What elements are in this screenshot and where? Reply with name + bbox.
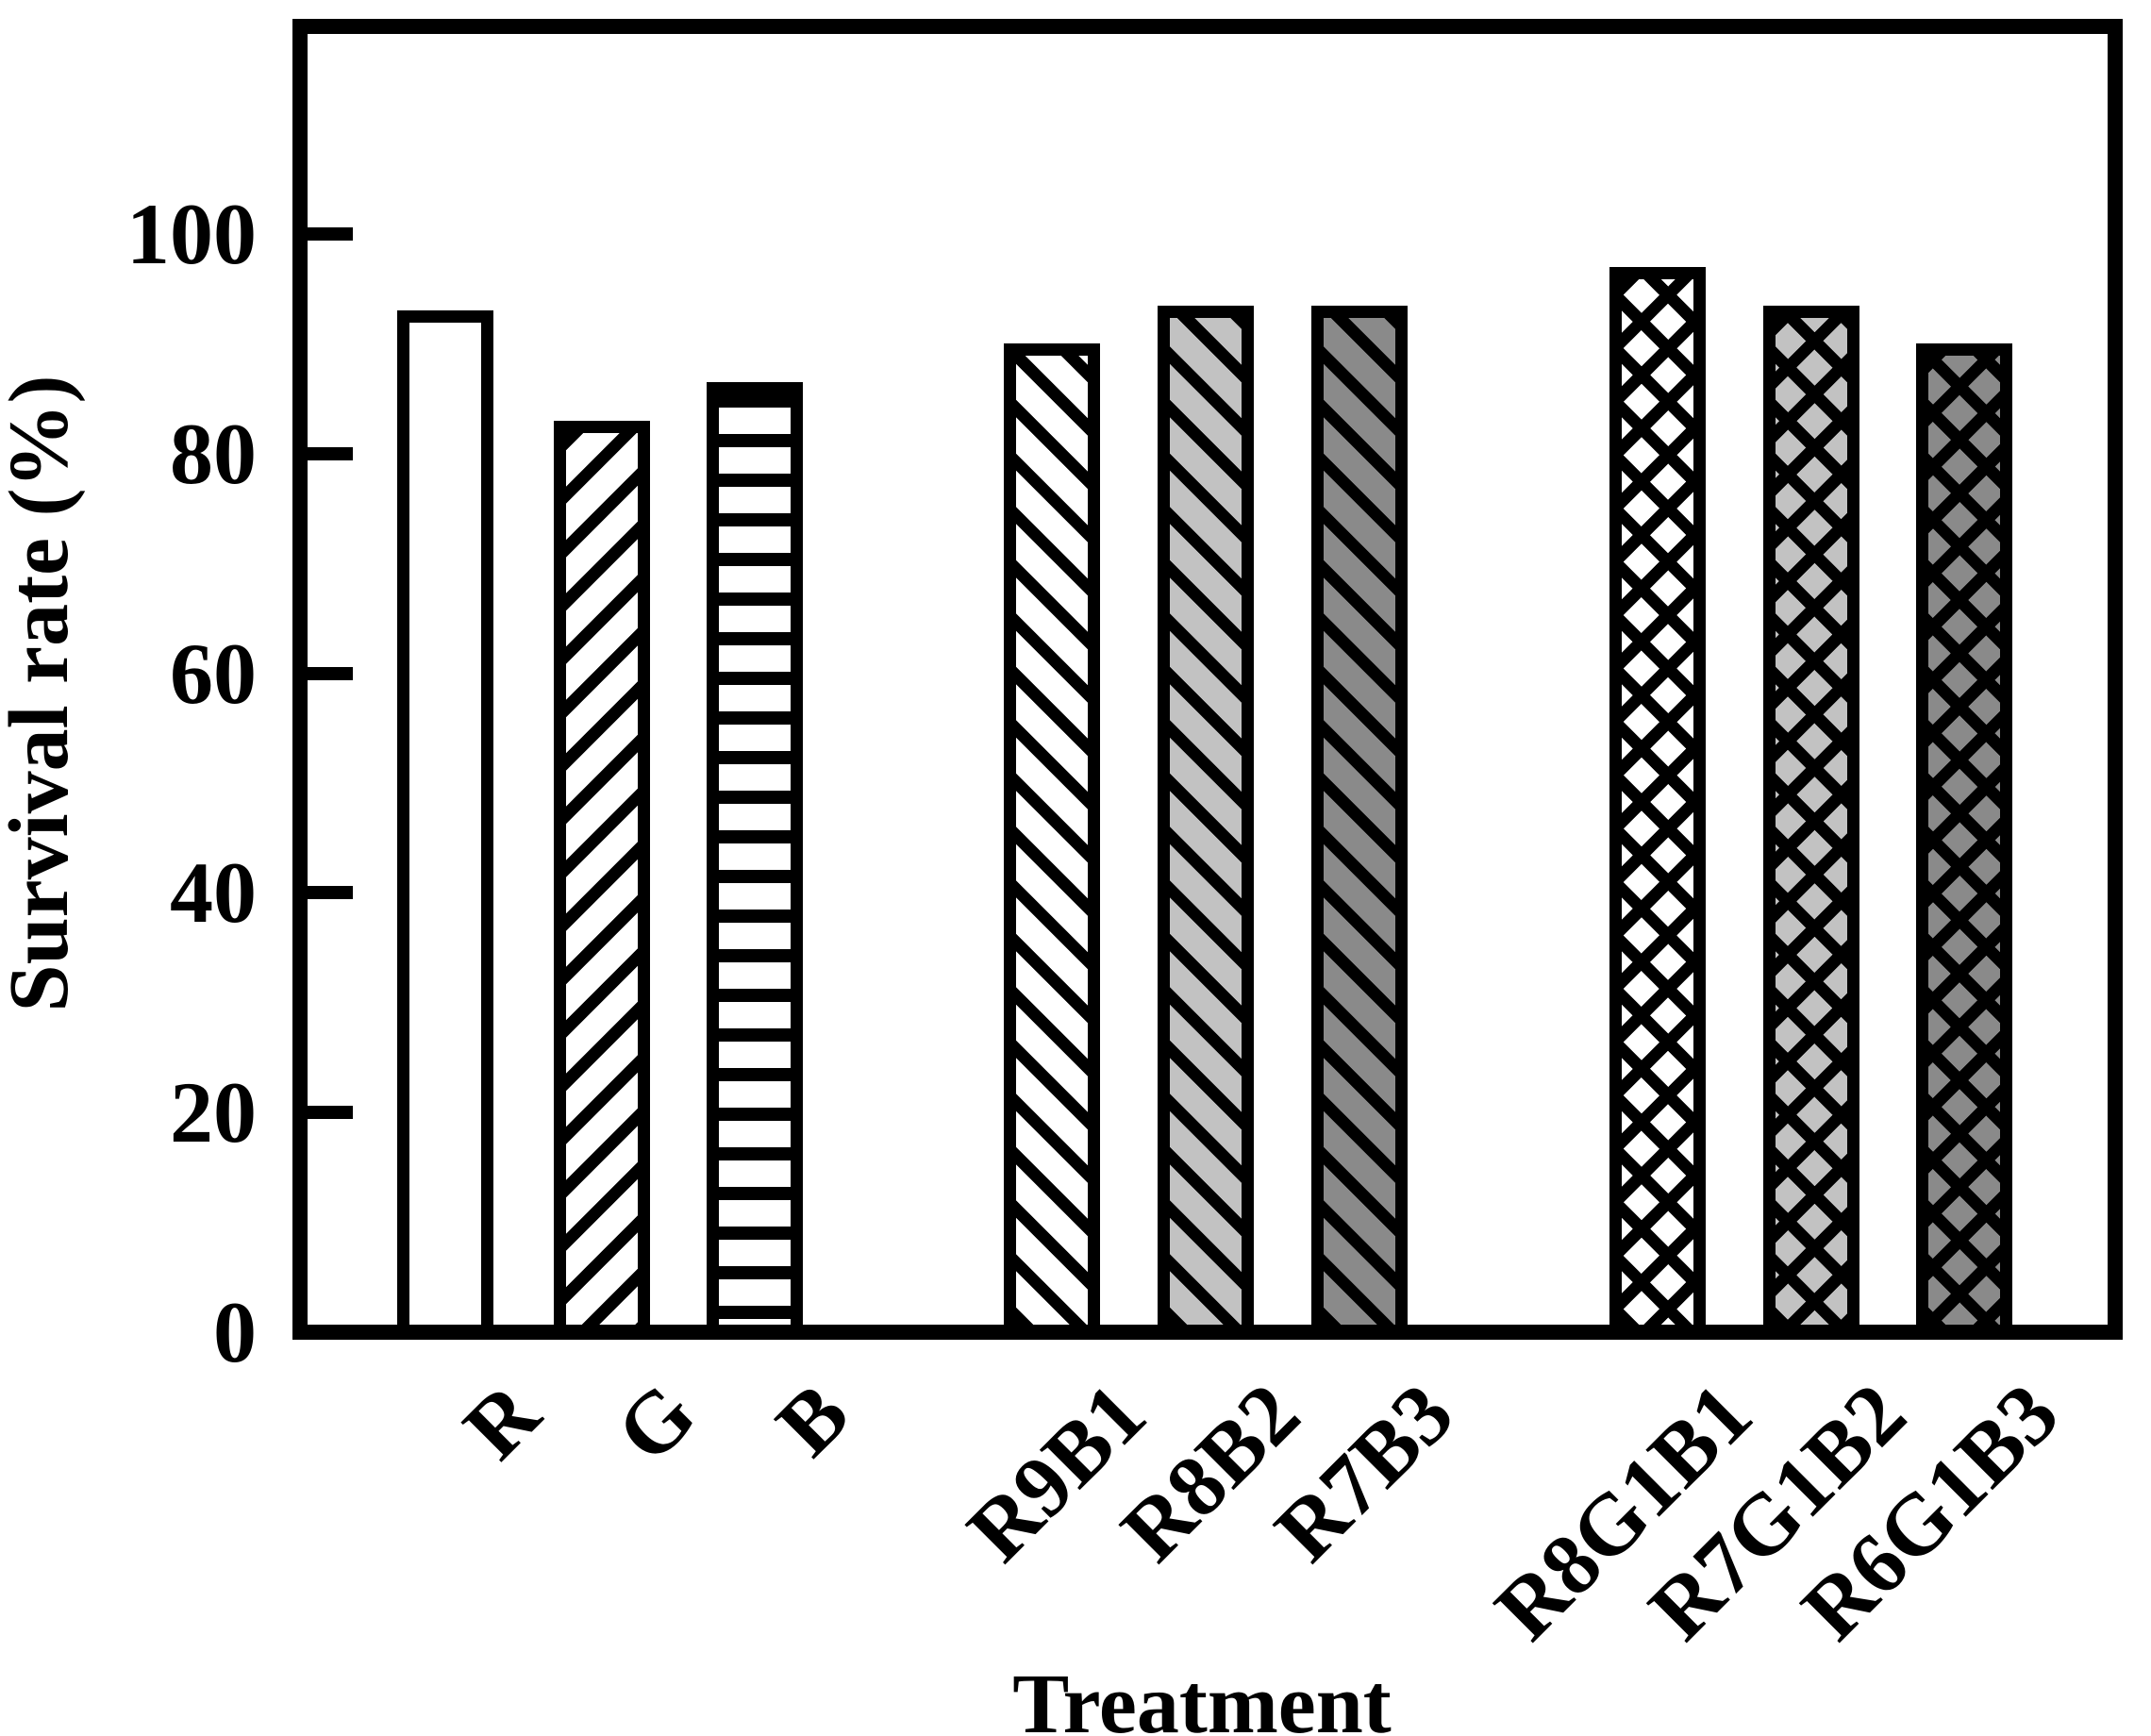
bar-R9B1 — [1004, 343, 1100, 1325]
y-tick-mark-60 — [308, 667, 353, 680]
x-tick-label-R7B3: R7B3 — [1257, 1364, 1472, 1580]
y-tick-label-60: 60 — [170, 626, 257, 722]
y-tick-mark-80 — [308, 447, 353, 460]
plot-area — [292, 19, 2123, 1340]
x-axis-title: Treatment — [1012, 1658, 1392, 1736]
x-tick-label-R9B1: R9B1 — [949, 1364, 1164, 1580]
x-tick-label-B: B — [758, 1364, 867, 1474]
bar-R7B3 — [1311, 306, 1408, 1325]
y-tick-label-40: 40 — [170, 844, 257, 941]
y-tick-mark-40 — [308, 886, 353, 899]
y-tick-mark-0 — [308, 1326, 353, 1339]
bar-R8G1B1 — [1609, 267, 1706, 1325]
bar-R — [397, 310, 493, 1325]
y-tick-label-100: 100 — [126, 186, 257, 282]
x-tick-label-R: R — [444, 1364, 558, 1477]
y-tick-label-80: 80 — [170, 406, 257, 502]
y-tick-mark-100 — [308, 227, 353, 241]
bar-R7G1B2 — [1763, 306, 1859, 1325]
bar-R8B2 — [1158, 306, 1254, 1325]
x-tick-label-R8B2: R8B2 — [1103, 1364, 1318, 1580]
bar-G — [554, 421, 650, 1325]
bar-R6G1B3 — [1916, 343, 2012, 1325]
bar-B — [707, 382, 803, 1325]
x-tick-label-G: G — [597, 1364, 714, 1481]
y-tick-label-0: 0 — [213, 1284, 257, 1380]
y-tick-mark-20 — [308, 1106, 353, 1119]
y-tick-label-20: 20 — [170, 1064, 257, 1160]
